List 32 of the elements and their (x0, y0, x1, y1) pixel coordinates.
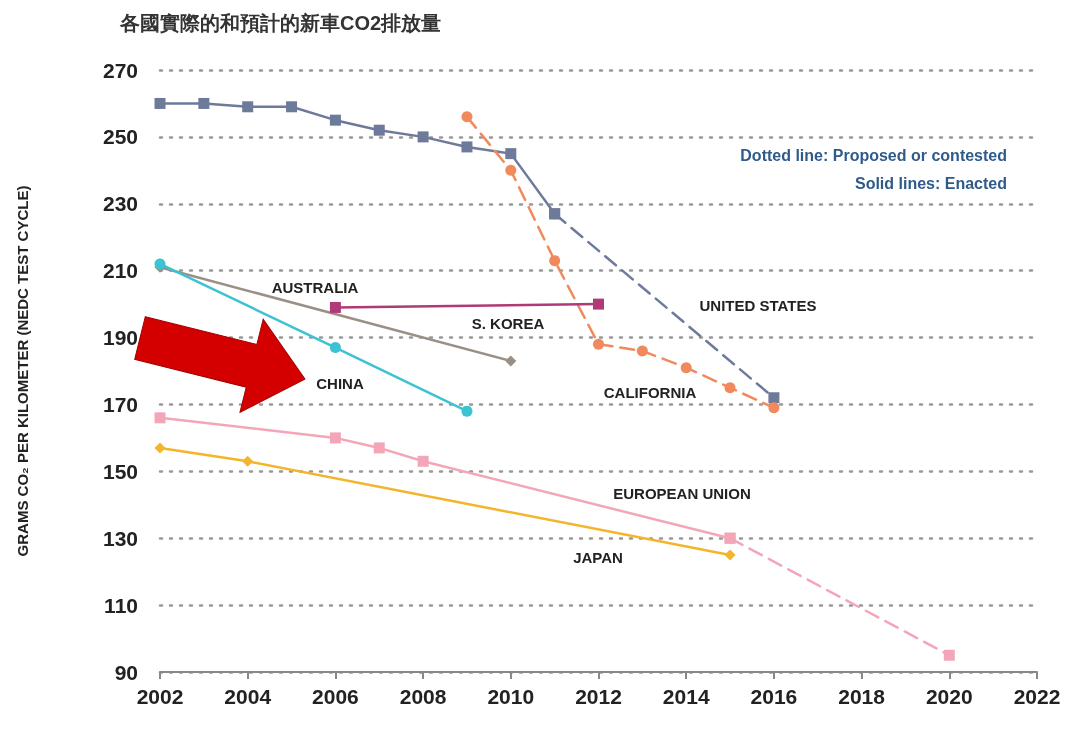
x-tick-label: 2008 (399, 685, 447, 708)
y-tick-label: 170 (102, 392, 138, 416)
y-axis-title: GRAMS CO₂ PER KILOMETER (NEDC TEST CYCLE) (14, 185, 31, 557)
y-tick-label: 270 (102, 58, 138, 82)
y-tick-label: 210 (102, 259, 138, 283)
annotation: Dotted line: Proposed or contested (740, 146, 1007, 164)
annotation: Solid lines: Enacted (854, 174, 1007, 192)
x-tick-label: 2002 (136, 685, 184, 708)
y-tick-label: 110 (104, 593, 138, 617)
annotation: UNITED STATES (699, 296, 817, 314)
x-tick-label: 2022 (1013, 685, 1061, 708)
x-tick-label: 2012 (575, 685, 622, 708)
annotation: EUROPEAN UNION (613, 484, 751, 502)
x-tick-label: 2014 (662, 685, 710, 708)
x-tick-label: 2006 (312, 685, 359, 708)
annotation: AUSTRALIA (271, 278, 359, 296)
annotation: S. KOREA (471, 314, 545, 332)
x-tick-label: 2004 (224, 685, 272, 708)
y-tick-label: 250 (102, 125, 138, 149)
x-tick-label: 2018 (838, 685, 886, 708)
y-tick-label: 190 (102, 326, 138, 350)
x-tick-label: 2020 (925, 685, 973, 708)
chart-title: 各國實際的和預計的新車CO2排放量 (119, 12, 442, 34)
y-tick-label: 90 (114, 660, 138, 684)
y-tick-label: 130 (102, 526, 138, 550)
y-tick-label: 150 (102, 459, 138, 483)
annotation: CALIFORNIA (603, 383, 697, 401)
x-tick-label: 2010 (487, 685, 535, 708)
y-tick-label: 230 (102, 192, 138, 216)
annotation: JAPAN (573, 548, 623, 566)
x-tick-label: 2016 (750, 685, 798, 708)
annotation: CHINA (316, 374, 364, 392)
